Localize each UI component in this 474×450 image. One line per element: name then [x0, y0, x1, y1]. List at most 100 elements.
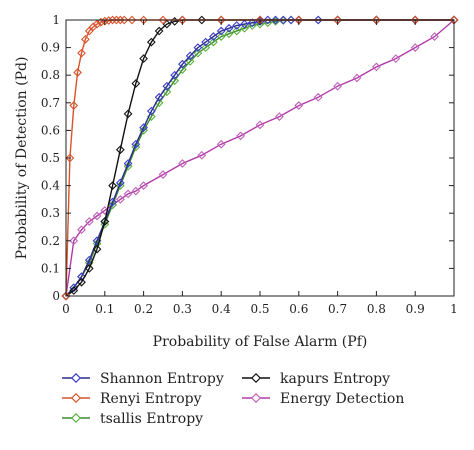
data-point [77, 272, 86, 282]
data-point [185, 51, 195, 61]
data-point [391, 54, 401, 64]
data-point [193, 43, 203, 52]
x-tick-label: 0.6 [289, 302, 308, 316]
x-tick-label: 0.3 [173, 302, 192, 316]
data-point [108, 197, 117, 207]
legend-item: Shannon Entropy [62, 371, 224, 387]
data-point [313, 15, 323, 25]
data-point [131, 79, 141, 88]
data-point [185, 57, 195, 66]
legend-label: Energy Detection [280, 391, 404, 407]
data-point [197, 15, 207, 25]
legend-swatch-marker [70, 412, 82, 424]
x-tick-label: 1 [450, 302, 458, 316]
data-point [162, 19, 172, 29]
series-line [65, 19, 454, 297]
data-point [240, 23, 249, 33]
data-point [139, 181, 148, 190]
series-renyi-entropy [61, 15, 459, 301]
legend-item: kapurs Entropy [242, 371, 390, 387]
data-point [100, 217, 110, 226]
series-line [65, 19, 455, 297]
data-point [178, 59, 187, 69]
data-point [123, 189, 133, 199]
data-point [352, 73, 362, 83]
data-point [224, 29, 234, 39]
legend-label: Shannon Entropy [100, 371, 224, 387]
data-point [209, 32, 218, 41]
data-point [154, 92, 164, 102]
legend-swatch-marker [250, 392, 262, 404]
x-tick-label: 0.1 [95, 302, 114, 316]
data-point [271, 15, 280, 25]
legend-label: kapurs Entropy [280, 371, 390, 387]
y-axis-label: Probability of Detection (Pd) [14, 57, 30, 260]
data-point [104, 16, 114, 25]
y-tick-label: 0 [52, 289, 60, 303]
data-point [69, 286, 79, 295]
data-point [69, 236, 79, 246]
data-point [372, 62, 381, 72]
data-point [201, 43, 211, 52]
data-point [232, 21, 242, 30]
data-point [224, 23, 234, 33]
x-tick-label: 0.4 [212, 302, 231, 316]
data-point [216, 139, 226, 149]
data-point [84, 264, 94, 273]
data-point [255, 120, 265, 130]
data-point [119, 15, 129, 25]
x-tick-label: 0.5 [250, 302, 269, 316]
data-point [123, 159, 133, 168]
data-point [84, 26, 94, 36]
data-point [240, 19, 249, 29]
x-tick-label: 0.8 [367, 302, 386, 316]
data-point [108, 181, 117, 190]
data-point [115, 178, 125, 188]
data-point [247, 18, 257, 28]
x-tick-label: 0 [62, 302, 70, 316]
data-point [127, 15, 137, 25]
data-point [197, 150, 207, 160]
data-point [333, 81, 342, 91]
data-point [131, 139, 141, 149]
data-point [278, 15, 288, 25]
y-tick-label: 1 [52, 13, 60, 27]
data-point [178, 159, 187, 168]
legend-label: Renyi Entropy [100, 391, 202, 407]
legend-swatch-marker [250, 372, 262, 384]
data-point [158, 170, 168, 179]
data-point [162, 81, 172, 91]
data-point [115, 195, 125, 204]
data-point [216, 32, 226, 41]
axis-ticks: 0 0.1 0.2 0.3 0.4 0.5 0.6 0.7 0.8 0.9 1 0 0.1 0.2 0.3 0… [41, 13, 458, 316]
data-point [84, 217, 94, 226]
data-point [430, 32, 439, 41]
y-tick-label: 0.3 [41, 206, 60, 220]
legend-swatch-marker [70, 392, 82, 404]
legend-item: Energy Detection [242, 391, 404, 407]
data-point [112, 15, 121, 25]
legend-item: Renyi Entropy [62, 391, 202, 407]
data-point [77, 277, 86, 287]
data-point [294, 101, 304, 110]
data-point [92, 211, 102, 221]
plot-frame [65, 19, 455, 297]
data-point [92, 19, 102, 29]
plot-area [61, 15, 459, 301]
data-point [73, 68, 83, 77]
series-line [65, 19, 454, 297]
data-point [123, 109, 133, 119]
data-point [69, 101, 79, 110]
x-tick-label: 0.7 [328, 302, 347, 316]
data-point [115, 145, 125, 155]
data-point [286, 15, 296, 25]
data-point [96, 17, 106, 27]
legend-swatch-marker [70, 372, 82, 384]
data-point [170, 70, 180, 80]
data-point [84, 255, 94, 265]
data-point [77, 225, 86, 235]
legend-item: tsallis Entropy [62, 411, 203, 427]
x-tick-label: 0.9 [406, 302, 425, 316]
series-shannon-entropy [61, 15, 459, 301]
series-line [65, 19, 454, 297]
